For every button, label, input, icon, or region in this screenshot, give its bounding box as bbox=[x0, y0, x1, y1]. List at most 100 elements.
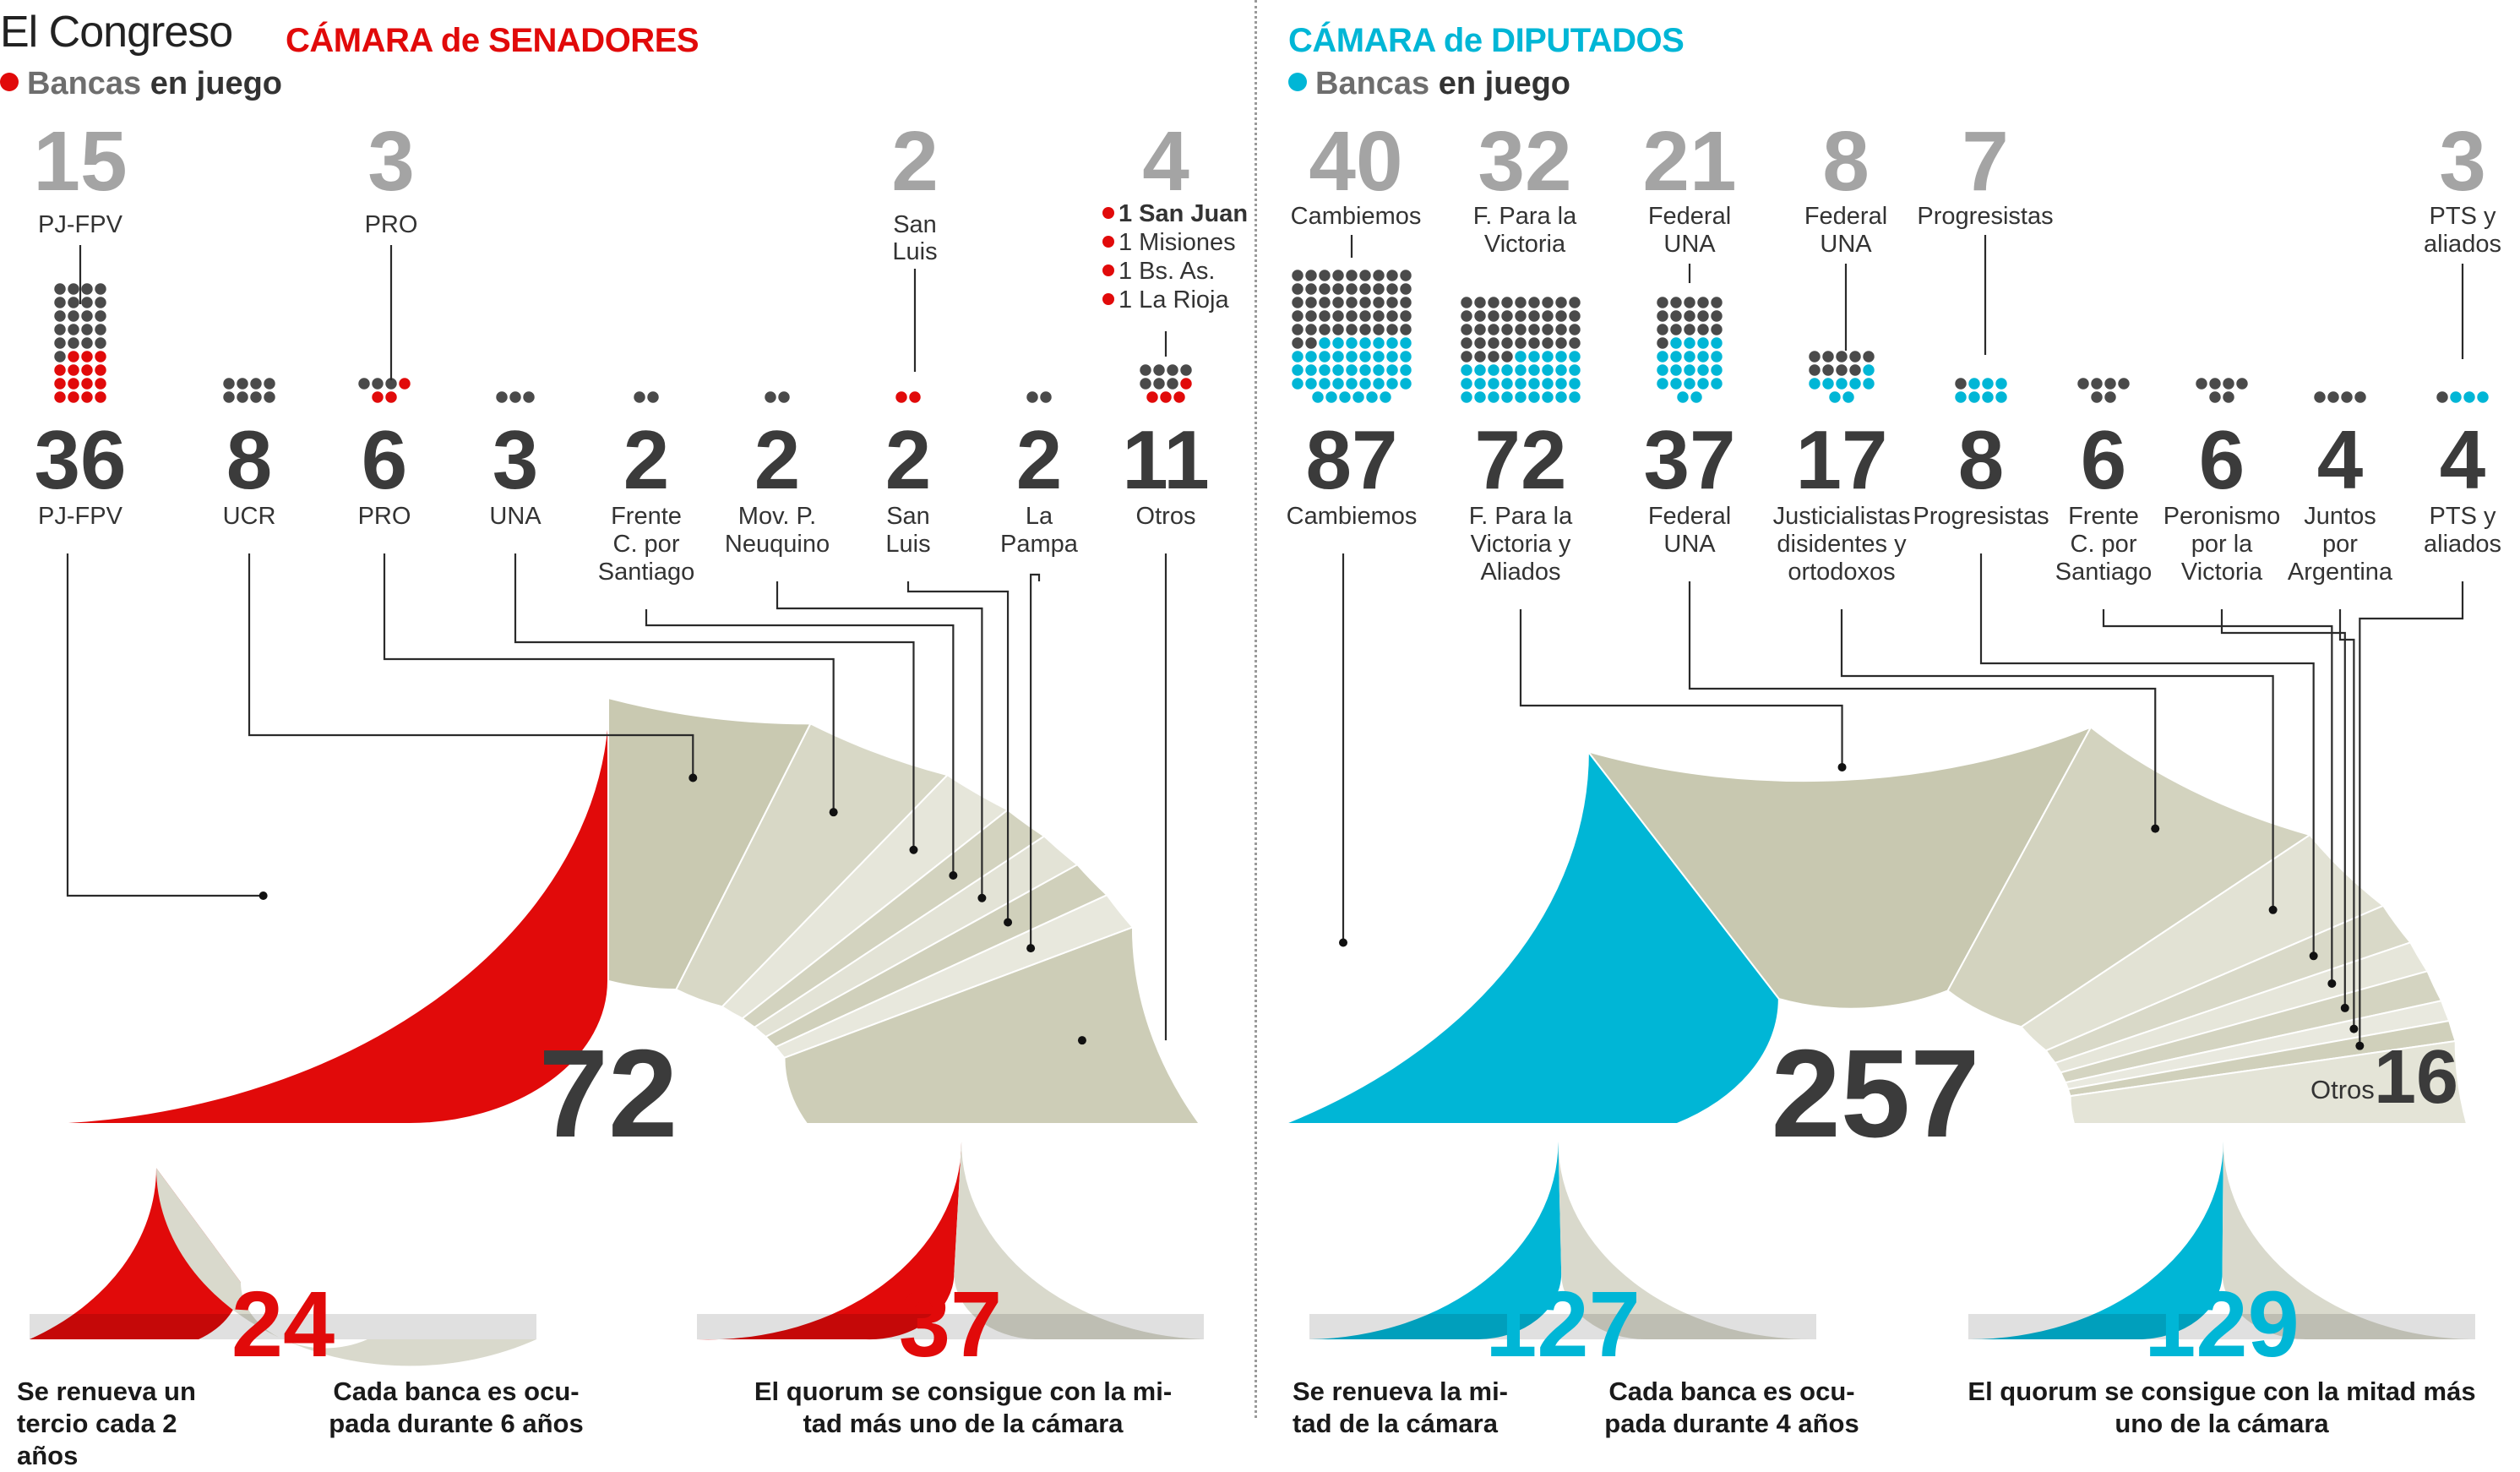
deputies-seat-dots bbox=[1488, 391, 1499, 403]
deputies-title: CÁMARA de DIPUTADOS bbox=[1288, 22, 1685, 59]
deputies-seat-dots bbox=[2091, 378, 2103, 390]
senate-leader-line bbox=[514, 553, 915, 850]
senate-others-dot bbox=[1102, 264, 1114, 276]
deputies-party-label: Justicialistas bbox=[1773, 503, 1911, 530]
deputies-seat-dots bbox=[1542, 391, 1554, 403]
deputies-in-play-label: Federal bbox=[1804, 203, 1887, 230]
deputies-seat-dots bbox=[1461, 391, 1472, 403]
deputies-seat-dots bbox=[1528, 391, 1540, 403]
deputies-others-count: 16 bbox=[2374, 1035, 2458, 1120]
deputies-seat-dots bbox=[1968, 378, 1980, 390]
deputies-seat-dots bbox=[1488, 297, 1499, 308]
deputies-seat-count: 17 bbox=[1795, 413, 1887, 506]
deputies-seat-dots bbox=[1711, 297, 1723, 308]
deputies-in-play-label: Victoria bbox=[1484, 231, 1566, 258]
gauge-base-shade bbox=[1309, 1314, 1816, 1339]
deputies-seat-dots bbox=[1542, 351, 1554, 363]
deputies-seat-dots bbox=[1474, 364, 1486, 376]
deputies-seat-dots bbox=[1684, 324, 1695, 335]
deputies-seat-dots bbox=[1366, 391, 1378, 403]
deputies-party-label: aliados bbox=[2424, 531, 2501, 558]
deputies-seat-dots bbox=[1353, 391, 1364, 403]
deputies-seat-dots bbox=[1332, 270, 1344, 281]
deputies-seat-dots bbox=[1386, 270, 1398, 281]
senate-seat-dots bbox=[81, 364, 93, 376]
deputies-seat-dots bbox=[1684, 297, 1695, 308]
senate-seat-count: 3 bbox=[493, 413, 539, 506]
senate-others-item: 1 La Rioja bbox=[1118, 286, 1229, 313]
deputies-seat-dots bbox=[1569, 297, 1581, 308]
gauge-remaining-segment bbox=[156, 1168, 536, 1366]
deputies-seat-dots bbox=[1670, 310, 1682, 322]
senate-seat-dots bbox=[250, 378, 262, 390]
deputies-seat-dots bbox=[1822, 378, 1834, 390]
deputies-seat-dots bbox=[2327, 391, 2339, 403]
deputies-seat-dots bbox=[1836, 378, 1848, 390]
deputies-party-label: Santiago bbox=[2055, 559, 2153, 586]
deputies-seat-dots bbox=[1657, 297, 1668, 308]
senate-seat-dots bbox=[399, 378, 411, 390]
deputies-seat-dots bbox=[1528, 297, 1540, 308]
deputies-seat-dots bbox=[1528, 310, 1540, 322]
deputies-seat-dots bbox=[1528, 351, 1540, 363]
gauge-remaining-segment bbox=[2222, 1142, 2475, 1339]
deputies-leader-dot bbox=[2340, 1003, 2349, 1012]
senate-seat-dots bbox=[95, 283, 106, 295]
senate-seat-dots bbox=[95, 337, 106, 349]
deputies-seat-dots bbox=[1515, 391, 1527, 403]
deputies-in-play-label: PTS y bbox=[2430, 203, 2496, 230]
deputies-seat-dots bbox=[1515, 310, 1527, 322]
deputies-seat-dots bbox=[1332, 283, 1344, 295]
deputies-others-label: Otros bbox=[2310, 1075, 2375, 1104]
gauge-value: 127 bbox=[1485, 1273, 1641, 1377]
senate-party-label: C. por bbox=[613, 531, 680, 558]
deputies-seat-dots bbox=[1528, 324, 1540, 335]
deputies-seat-dots bbox=[1386, 337, 1398, 349]
senate-leader-dot bbox=[689, 773, 698, 782]
senate-seat-dots bbox=[1140, 364, 1151, 376]
deputies-seat-dots bbox=[1555, 378, 1567, 390]
deputies-seat-dots bbox=[1461, 310, 1472, 322]
deputies-seat-dots bbox=[1332, 351, 1344, 363]
senate-others-dot bbox=[1102, 236, 1114, 248]
deputies-dot-icon bbox=[1288, 73, 1307, 91]
senate-seat-dots bbox=[68, 351, 79, 363]
deputies-seat-dots bbox=[1292, 378, 1304, 390]
deputies-seat-dots bbox=[1657, 378, 1668, 390]
deputies-party-label: Frente bbox=[2068, 503, 2139, 530]
senate-party-label: Pampa bbox=[1000, 531, 1079, 558]
senate-seat-dots bbox=[95, 378, 106, 390]
senate-seat-dots bbox=[68, 324, 79, 335]
senate-seat-dots bbox=[1167, 378, 1178, 390]
deputies-seat-dots bbox=[1346, 283, 1358, 295]
gauge-value: 24 bbox=[231, 1273, 335, 1377]
senate-seat-dots bbox=[237, 391, 248, 403]
senate-party-label: Neuquino bbox=[725, 531, 830, 558]
deputies-leader-dot bbox=[2355, 1041, 2365, 1050]
deputies-seat-dots bbox=[1836, 364, 1848, 376]
deputies-seat-dots bbox=[1528, 337, 1540, 349]
senate-seat-count: 2 bbox=[754, 413, 801, 506]
deputies-seat-count: 87 bbox=[1305, 413, 1397, 506]
deputies-seat-dots bbox=[1386, 364, 1398, 376]
deputies-seat-dots bbox=[1359, 297, 1371, 308]
deputies-seat-dots bbox=[1809, 378, 1821, 390]
senate-in-play-label: PJ-FPV bbox=[38, 211, 123, 238]
gauge-value: 37 bbox=[899, 1273, 1002, 1377]
deputies-seat-dots bbox=[1400, 283, 1412, 295]
caption-deputies-renewal: Se renueva la mi- tad de la cámara bbox=[1293, 1376, 1529, 1440]
deputies-seat-dots bbox=[1305, 283, 1317, 295]
caption-line: tad de la cámara bbox=[1293, 1409, 1498, 1438]
deputies-seat-dots bbox=[1400, 337, 1412, 349]
deputies-seat-dots bbox=[1697, 364, 1709, 376]
deputies-seat-dots bbox=[1386, 378, 1398, 390]
deputies-seat-dots bbox=[1319, 283, 1331, 295]
senate-title: CÁMARA de SENADORES bbox=[286, 22, 699, 59]
deputies-seat-dots bbox=[1319, 297, 1331, 308]
deputies-seat-dots bbox=[1346, 351, 1358, 363]
deputies-seat-dots bbox=[1690, 391, 1702, 403]
deputies-seat-dots bbox=[1332, 378, 1344, 390]
senate-seat-dots bbox=[68, 297, 79, 308]
deputies-seat-dots bbox=[2104, 378, 2116, 390]
